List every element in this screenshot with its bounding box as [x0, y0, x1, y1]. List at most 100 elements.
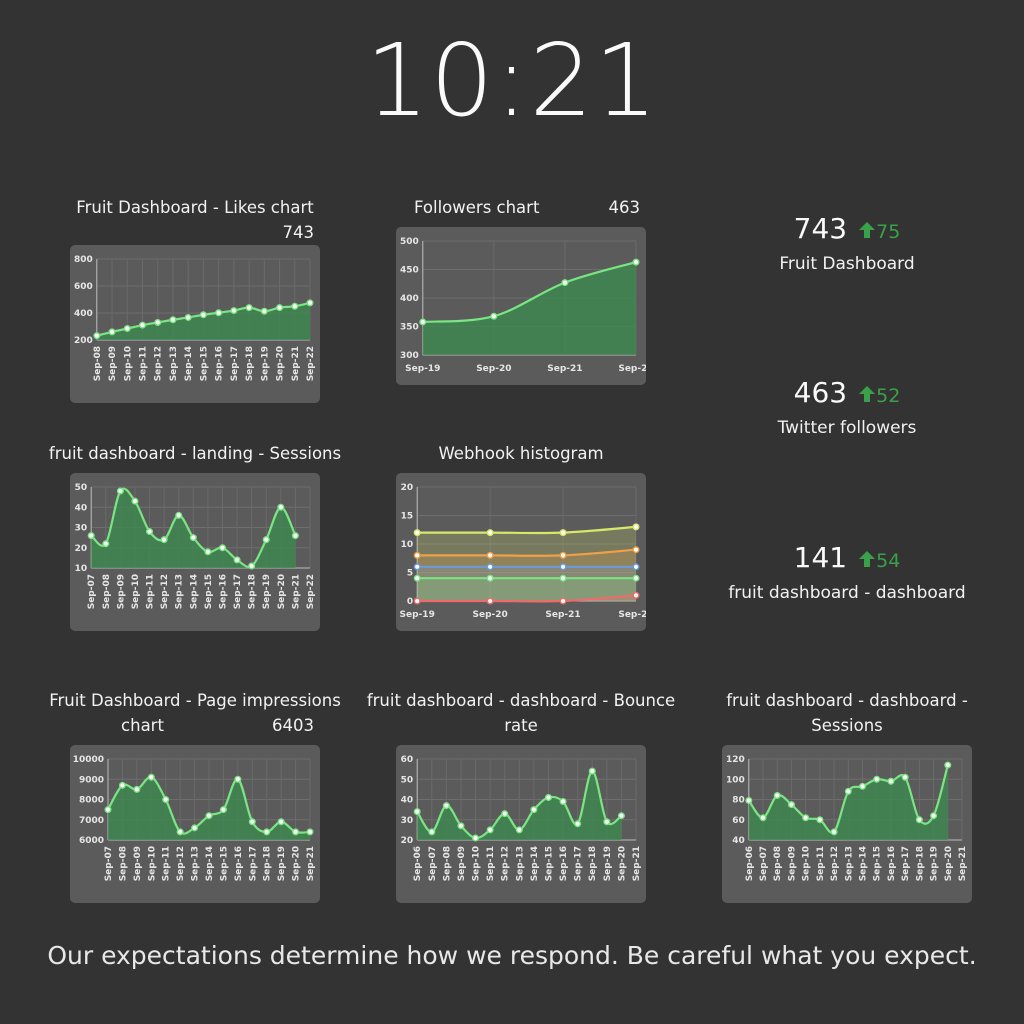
data-point	[276, 304, 284, 312]
stat-twitter-followers[interactable]: 463 52 Twitter followers	[722, 376, 972, 438]
data-point	[873, 775, 881, 783]
data-point	[559, 597, 567, 605]
y-tick-label: 100	[726, 775, 745, 785]
x-tick-label: Sep-12	[154, 346, 164, 381]
x-tick-label: Sep-17	[574, 846, 584, 881]
x-tick-label: Sep-17	[230, 346, 240, 381]
series-area	[748, 765, 948, 840]
data-point	[561, 279, 569, 287]
data-point	[87, 532, 95, 540]
x-tick-label: Sep-09	[116, 574, 126, 609]
stat-dashboard-sessions[interactable]: 141 54 fruit dashboard - dashboard	[722, 541, 972, 603]
bounce-chart[interactable]: 20 30 40 50 60 Sep-06 Sep-07 Sep-08 Sep-09 Sep-10…	[396, 745, 646, 903]
y-tick-label: 20	[401, 836, 414, 846]
data-point	[559, 563, 567, 571]
data-point	[123, 325, 131, 333]
series-area	[108, 777, 310, 840]
x-tick-label: Sep-15	[199, 346, 209, 381]
data-point	[154, 318, 162, 326]
data-point	[191, 824, 199, 832]
data-point	[413, 574, 421, 582]
data-point	[245, 304, 253, 312]
bounce-title-line2: rate	[504, 716, 538, 735]
bounce-title: fruit dashboard - dashboard - Bounce rat…	[356, 688, 686, 738]
data-point	[490, 312, 498, 320]
data-point	[632, 574, 640, 582]
stat-value: 141	[793, 541, 848, 574]
stat-fruit-dashboard[interactable]: 743 75 Fruit Dashboard	[722, 212, 972, 274]
x-tick-label: Sep-18	[248, 574, 258, 609]
dashboard-sessions-title-line2: Sessions	[811, 716, 883, 735]
webhook-chart-svg: 0 5 10 15 20 Sep-19 Sep-20 Sep-21 Sep-22	[400, 483, 646, 620]
x-tick-label: Sep-21	[545, 610, 580, 620]
dashboard-sessions-chart[interactable]: 40 60 80 100 120 Sep-06 Sep-07 Sep-08 Sep-09 Sep-…	[722, 745, 972, 903]
bounce-chart-svg: 20 30 40 50 60 Sep-06 Sep-07 Sep-08 Sep-09 Sep-10…	[401, 755, 642, 881]
x-tick-label: Sep-21	[291, 346, 301, 381]
y-tick-label: 120	[726, 755, 745, 765]
y-tick-label: 60	[401, 755, 414, 765]
data-point	[248, 818, 256, 826]
data-point	[176, 828, 184, 836]
y-tick-label: 40	[732, 836, 745, 846]
followers-chart[interactable]: 300 350 400 450 500 Sep-19 Sep-20 Sep-21 Sep-22	[396, 227, 646, 385]
series-area	[417, 595, 636, 602]
y-tick-label: 0	[407, 597, 413, 607]
data-point	[277, 503, 285, 511]
y-tick-label: 800	[74, 255, 93, 265]
x-tick-label: Sep-14	[189, 574, 199, 609]
impressions-title-line2: chart	[121, 716, 164, 735]
y-tick-label: 6000	[79, 836, 104, 846]
x-tick-label: Sep-17	[901, 846, 911, 881]
series-area	[417, 566, 636, 601]
y-tick-label: 400	[74, 309, 93, 319]
data-point	[944, 761, 952, 769]
series-area	[417, 526, 636, 601]
stat-delta: 54	[876, 550, 901, 572]
followers-chart-svg: 300 350 400 450 500 Sep-19 Sep-20 Sep-21 Sep-22	[400, 237, 646, 374]
data-point	[515, 826, 523, 834]
data-point	[759, 814, 767, 822]
x-tick-label: Sep-15	[219, 846, 229, 881]
x-tick-label: Sep-21	[958, 846, 968, 881]
data-point	[802, 814, 810, 822]
landing-sessions-chart[interactable]: 10 20 30 40 50 Sep-07 Sep-08 Sep-09 Sep-10 Sep-11…	[70, 473, 320, 631]
x-tick-label: Sep-10	[131, 574, 141, 609]
x-tick-label: Sep-13	[844, 846, 854, 881]
data-point	[131, 497, 139, 505]
data-point	[118, 781, 126, 789]
followers-chart-title: Followers chart 463	[396, 195, 646, 220]
x-tick-label: Sep-07	[428, 846, 438, 881]
arrow-up-icon	[859, 386, 876, 402]
x-tick-label: Sep-21	[306, 846, 316, 881]
data-point	[486, 826, 494, 834]
data-point	[603, 818, 611, 826]
landing-sessions-chart-svg: 10 20 30 40 50 Sep-07 Sep-08 Sep-09 Sep-10 Sep-11…	[75, 483, 316, 609]
x-tick-label: Sep-20	[472, 610, 507, 620]
series-line	[417, 594, 637, 603]
x-tick-label: Sep-15	[873, 846, 883, 881]
series-area	[417, 549, 636, 601]
stat-label: Fruit Dashboard	[779, 254, 915, 274]
impressions-chart[interactable]: 6000 7000 8000 9000 10000 Sep-07 Sep-08 Sep-09 S…	[70, 745, 320, 903]
data-point	[574, 820, 582, 828]
data-point	[901, 773, 909, 781]
stat-label: fruit dashboard - dashboard	[728, 583, 966, 603]
likes-chart[interactable]: 200 400 600 800 Sep-08 Sep-09 Sep-10 Sep-11 Sep-…	[70, 245, 320, 403]
data-point	[169, 316, 177, 324]
x-tick-label: Sep-19	[260, 346, 270, 381]
data-point	[215, 309, 223, 317]
x-tick-label: Sep-16	[218, 574, 228, 609]
y-tick-label: 20	[75, 544, 88, 554]
likes-chart-title: Fruit Dashboard - Likes chart 743	[70, 195, 320, 245]
likes-value: 743	[282, 223, 315, 242]
x-tick-label: Sep-20	[277, 574, 287, 609]
x-tick-label: Sep-13	[515, 846, 525, 881]
data-point	[162, 796, 170, 804]
y-tick-label: 600	[74, 282, 93, 292]
x-tick-label: Sep-16	[559, 846, 569, 881]
webhook-chart[interactable]: 0 5 10 15 20 Sep-19 Sep-20 Sep-21 Sep-22	[396, 473, 646, 631]
data-point	[306, 299, 314, 307]
x-tick-label: Sep-19	[277, 846, 287, 881]
series-line	[417, 525, 637, 535]
x-tick-label: Sep-10	[123, 346, 133, 381]
